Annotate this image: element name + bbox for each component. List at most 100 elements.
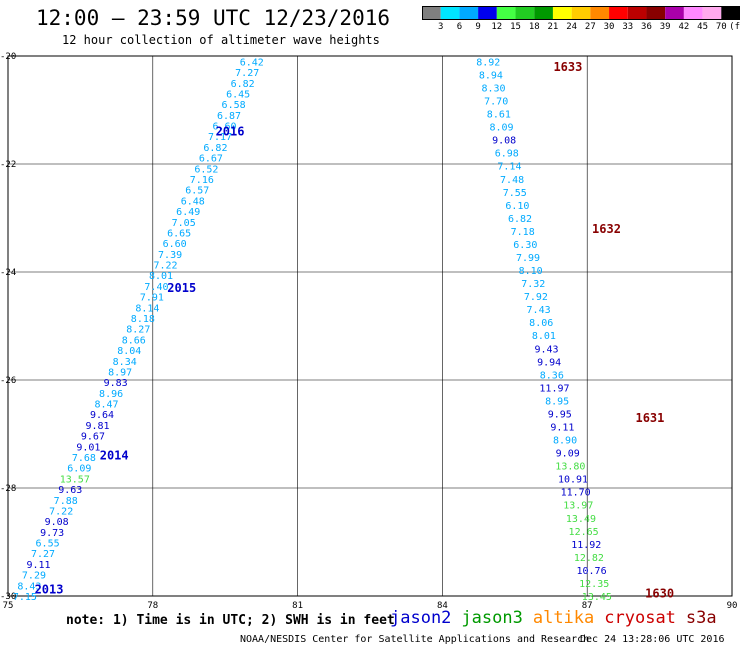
wave-height-value: 10.76 [577,566,607,577]
color-scale-bar [422,6,740,20]
wave-height-value: 6.09 [67,464,91,475]
wave-height-value: 7.99 [516,253,540,264]
color-scale-label: 30 [603,22,615,32]
wave-height-value: 7.92 [524,292,548,303]
wave-height-value: 7.17 [208,132,232,143]
wave-height-value: 8.27 [126,325,150,336]
wave-height-value: 11.92 [571,540,601,551]
wave-height-value: 8.47 [95,400,119,411]
color-swatch [721,6,740,20]
color-swatch [702,6,722,20]
wave-height-value: 12.35 [579,579,609,590]
wave-height-value: 6.82 [508,214,532,225]
wave-height-value: 11.70 [561,488,591,499]
wave-height-value: 8.97 [108,367,132,378]
latitude-tick-label: -24 [0,268,16,278]
wave-height-value: 9.83 [104,378,128,389]
longitude-tick-label: 87 [582,601,593,611]
wave-height-value: 8.34 [113,357,137,368]
wave-height-value: 6.57 [185,186,209,197]
wave-height-value: 6.55 [36,539,60,550]
legend-entry-jason2: jason2 [390,608,452,628]
credit-text: NOAA/NESDIS Center for Satellite Applica… [240,634,590,645]
latitude-tick-label: -30 [0,592,16,602]
wave-height-value: 6.42 [240,57,264,68]
color-swatch [478,6,497,20]
color-swatch [515,6,535,20]
wave-height-value: 9.64 [90,410,114,421]
wave-height-value: 7.39 [158,250,182,261]
wave-height-value: 9.43 [534,344,558,355]
wave-height-value: 8.01 [149,271,173,282]
wave-height-value: 7.32 [521,279,545,290]
pass-time-label: 1632 [592,222,621,236]
color-scale-label: 12 [491,22,503,32]
wave-height-value: 7.40 [144,282,168,293]
wave-height-value: 8.18 [131,314,155,325]
latitude-tick-label: -26 [0,376,16,386]
color-scale-label: (ft) [729,22,740,32]
wave-height-value: 6.82 [203,143,227,154]
latitude-tick-label: -28 [0,484,16,494]
wave-height-value: 6.45 [226,89,250,100]
wave-height-value: 7.55 [503,188,527,199]
color-swatch [627,6,647,20]
pass-time-label: 1631 [635,411,664,425]
wave-height-value: 7.27 [235,68,259,79]
legend-entry-jason3: jason3 [461,608,523,628]
wave-height-value: 9.94 [537,357,561,368]
wave-height-value: 8.01 [532,331,556,342]
wave-height-value: 8.95 [545,396,569,407]
wave-height-value: 8.96 [99,389,123,400]
color-swatch [496,6,516,20]
color-swatch [609,6,628,20]
pass-time-label: 1630 [645,586,674,600]
color-scale-label: 33 [622,22,634,32]
wave-height-value: 6.52 [194,164,218,175]
wave-height-value: 6.30 [513,240,537,251]
color-swatch [440,6,460,20]
wave-height-value: 7.05 [172,218,196,229]
wave-height-value: 9.81 [85,421,109,432]
color-scale-label: 70 [715,22,727,32]
wave-height-value: 6.87 [217,111,241,122]
wave-height-value: 6.10 [505,201,529,212]
wave-height-value: 10.91 [558,475,588,486]
wave-height-value: 7.48 [500,175,524,186]
color-scale-label: 27 [584,22,596,32]
wave-height-value: 9.11 [550,422,574,433]
color-scale-label: 15 [510,22,521,32]
wave-height-value: 8.92 [476,57,500,68]
wave-height-value: 7.22 [153,261,177,272]
wave-height-value: 9.08 [492,136,516,147]
color-scale-label: 9 [475,22,481,32]
wave-height-value: 7.91 [140,293,164,304]
wave-height-value: 13.45 [582,592,612,603]
longitude-tick-label: 81 [292,601,303,611]
color-swatch [646,6,666,20]
wave-height-value: 7.14 [497,162,521,173]
color-swatch [665,6,684,20]
wave-height-value: 6.82 [231,79,255,90]
color-swatch [422,6,441,20]
wave-height-value: 7.68 [72,453,96,464]
color-scale-label: 24 [566,22,578,32]
wave-height-value: 8.14 [135,303,159,314]
wave-height-value: 9.95 [548,409,572,420]
wave-height-value: 12.65 [569,527,599,538]
wave-height-value: 7.88 [54,496,78,507]
page-title: 12:00 – 23:59 UTC 12/23/2016 [36,6,391,30]
wave-height-value: 8.04 [117,346,141,357]
color-scale-label: 6 [456,22,463,32]
wave-height-value: 8.30 [482,83,506,94]
wave-height-value: 9.63 [58,485,82,496]
legend-entry-cryosat: cryosat [604,608,676,628]
wave-height-value: 8.94 [479,70,503,81]
wave-height-value: 9.08 [45,517,69,528]
wave-height-value: 11.97 [539,383,569,394]
timestamp-text: Dec 24 13:28:06 UTC 2016 [580,634,725,645]
map-frame [7,55,733,597]
wave-height-value: 6.67 [199,154,223,165]
